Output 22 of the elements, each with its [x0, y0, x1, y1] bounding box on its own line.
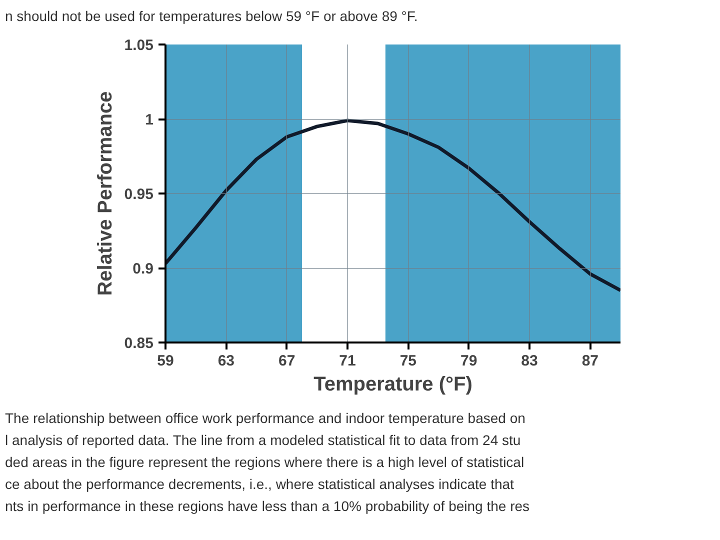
x-tick-label: 71 — [339, 352, 356, 370]
x-tick-label: 83 — [521, 352, 538, 370]
y-axis-title: Relative Performance — [94, 91, 116, 296]
y-tick-label: 0.9 — [132, 260, 154, 278]
x-axis-title: Temperature (°F) — [314, 374, 472, 396]
text: n should not be used for temperatures below 59 °F or above 89 °F. — [5, 7, 418, 26]
y-tick-label: 1.05 — [124, 37, 154, 54]
text: l analysis of reported data. The line from a modeled statistical fit to data from 24 stu — [5, 432, 521, 448]
y-tick-label: 0.95 — [124, 186, 154, 203]
y-tick-label: 1 — [145, 112, 154, 128]
text: ded areas in the figure represent the regions where there is a high level of statistical — [5, 454, 524, 470]
text: ce about the performance decrements, i.e., where statistical analyses indicate that — [5, 476, 514, 492]
x-tick-label: 63 — [218, 352, 235, 370]
x-tick-label: 75 — [400, 352, 417, 370]
line-series — [166, 118, 620, 292]
text: The relationship between office work performance and indoor temperature based on — [5, 410, 526, 426]
y-tick-label: 0.85 — [124, 335, 154, 352]
text: nts in performance in these regions have less than a 10% probability of being the res — [5, 498, 530, 514]
x-tick-label: 67 — [278, 352, 296, 370]
x-tick-label: 79 — [460, 352, 478, 370]
x-tick-label: 59 — [157, 352, 174, 370]
x-tick-label: 87 — [582, 352, 599, 370]
